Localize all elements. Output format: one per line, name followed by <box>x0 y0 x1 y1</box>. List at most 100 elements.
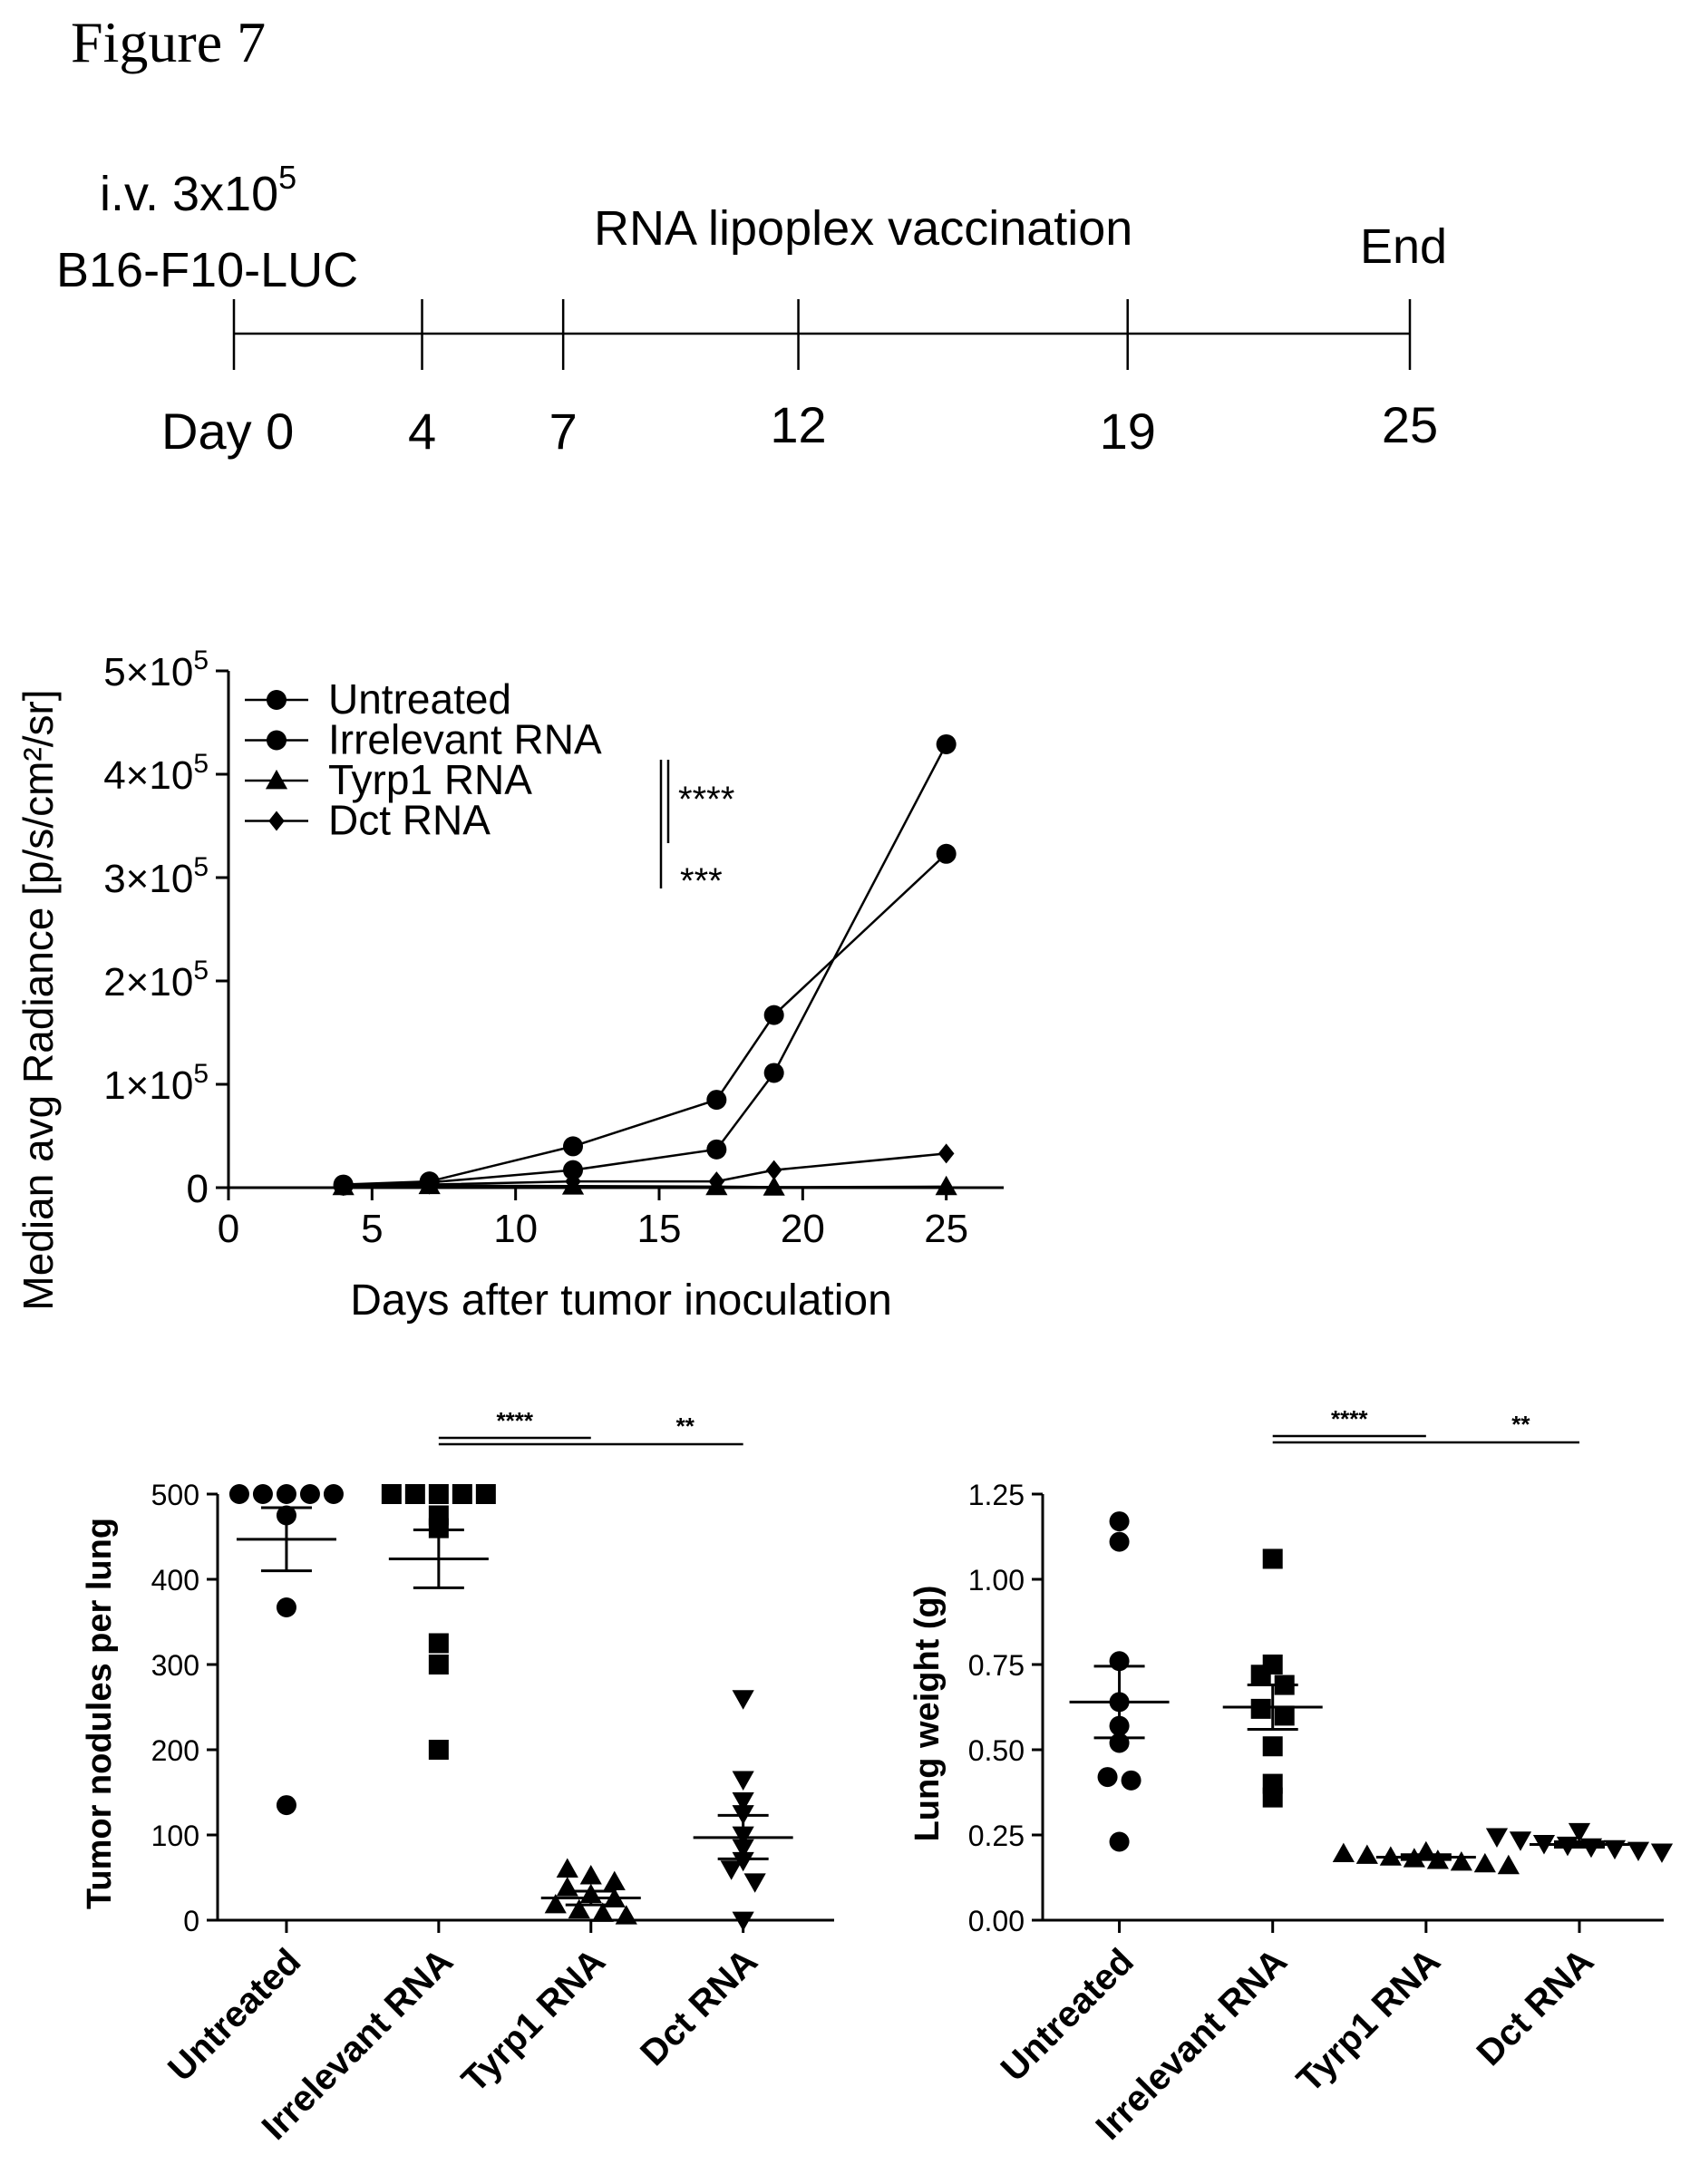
nodules-point-irrelevant-rna <box>404 1484 425 1504</box>
weight-y-tick-label: 0.00 <box>968 1905 1025 1937</box>
nodules-point-dct-rna <box>743 1873 766 1893</box>
data-point-tyrp1-rna <box>763 1176 785 1196</box>
data-point-dct-rna <box>335 1176 352 1197</box>
nodules-point-tyrp1-rna <box>591 1902 614 1922</box>
nodules-y-tick-label: 100 <box>151 1820 199 1852</box>
nodules-point-untreated <box>252 1484 273 1504</box>
radiance-axes: 0 5 10 15 20 25 0 1×105 2×105 3×105 4×105 5×105 <box>103 645 1004 1251</box>
weight-point-dct-rna <box>1568 1822 1591 1843</box>
nodules-point-dct-rna <box>732 1690 754 1710</box>
nodules-point-dct-rna <box>732 1851 754 1872</box>
nodules-point-untreated <box>323 1484 344 1504</box>
data-point-dct-rna <box>937 1143 955 1164</box>
timeline-day-label: 7 <box>549 403 578 460</box>
series-line-untreated <box>343 852 947 1186</box>
weight-point-irrelevant-rna <box>1262 1736 1283 1757</box>
nodules-category-label: Untreated <box>160 1941 308 2089</box>
legend-marker-irrelevant-rna <box>267 730 287 751</box>
nodules-point-tyrp1-rna <box>568 1898 590 1919</box>
radiance-significance: **** *** <box>659 760 734 901</box>
data-point-untreated <box>563 1136 583 1157</box>
timeline-day-label: 12 <box>770 396 826 453</box>
timeline-day-label: 25 <box>1382 396 1438 453</box>
cell-line-label: B16-F10-LUC <box>56 243 358 297</box>
treatment-timeline: i.v. 3x105 B16-F10-LUC RNA lipoplex vacc… <box>56 159 1447 460</box>
radiance-x-tick-label: 0 <box>218 1207 239 1251</box>
weight-point-untreated <box>1109 1531 1130 1552</box>
weight-point-dct-rna <box>1650 1843 1674 1863</box>
nodules-point-irrelevant-rna <box>428 1484 449 1504</box>
weight-point-tyrp1-rna <box>1332 1842 1355 1863</box>
nodules-point-irrelevant-rna <box>428 1740 449 1760</box>
weight-point-untreated <box>1121 1770 1141 1791</box>
weight-y-tick-label: 0.75 <box>968 1649 1025 1682</box>
weight-point-irrelevant-rna <box>1262 1548 1283 1569</box>
nodules-point-tyrp1-rna <box>603 1870 626 1891</box>
nodules-y-tick-label: 300 <box>151 1649 199 1682</box>
nodules-point-irrelevant-rna <box>452 1484 472 1504</box>
nodules-point-dct-rna <box>732 1792 754 1812</box>
nodules-point-irrelevant-rna <box>428 1518 449 1539</box>
data-point-dct-rna <box>565 1171 581 1192</box>
nodules-point-irrelevant-rna <box>428 1633 449 1654</box>
data-point-untreated <box>763 1005 784 1025</box>
data-point-untreated <box>706 1090 727 1111</box>
nodules-point-tyrp1-rna <box>615 1905 637 1925</box>
weight-point-irrelevant-rna <box>1250 1698 1271 1719</box>
nodules-point-untreated <box>276 1597 296 1618</box>
nodules-point-irrelevant-rna <box>381 1484 402 1504</box>
radiance-y-axis-label: Median avg Radiance [p/s/cm²/sr] <box>15 689 62 1310</box>
weight-point-dct-rna <box>1603 1839 1627 1860</box>
data-point-untreated <box>936 843 957 864</box>
lung-weight-significance: **** ** <box>1272 1405 1579 1444</box>
weight-point-dct-rna <box>1509 1831 1532 1851</box>
legend-label-tyrp1-rna: Tyrp1 RNA <box>328 756 532 803</box>
weight-category-label: Dct RNA <box>1470 1941 1602 2073</box>
nodules-category-label: Tyrp1 RNA <box>454 1941 613 2100</box>
nodules-point-tyrp1-rna <box>556 1877 578 1897</box>
weight-point-irrelevant-rna <box>1250 1665 1271 1685</box>
nodules-y-tick-label: 200 <box>151 1734 199 1767</box>
lung-weight-chart: 0.000.250.500.751.001.25UntreatedIrrelev… <box>908 1405 1674 2148</box>
vaccination-label: RNA lipoplex vaccination <box>594 201 1132 256</box>
tumor-nodules-y-axis-label: Tumor nodules per lung <box>81 1518 119 1909</box>
radiance-y-tick-label: 0 <box>187 1167 209 1211</box>
legend-label-untreated: Untreated <box>328 675 511 723</box>
weight-y-tick-label: 0.25 <box>968 1820 1025 1852</box>
radiance-y-tick-label: 2×105 <box>103 956 209 1005</box>
weight-category-label: Untreated <box>994 1941 1141 2089</box>
nodules-y-tick-label: 0 <box>183 1905 199 1937</box>
radiance-x-tick-label: 15 <box>637 1207 682 1251</box>
radiance-x-tick-label: 20 <box>781 1207 825 1251</box>
data-point-irrelevant-rna <box>563 1160 583 1180</box>
weight-y-tick-label: 1.25 <box>968 1479 1025 1511</box>
legend-marker-tyrp1-rna <box>265 769 288 790</box>
radiance-x-tick-label: 5 <box>361 1207 383 1251</box>
figure-label: Figure 7 <box>71 10 266 74</box>
data-point-irrelevant-rna <box>936 733 957 754</box>
nodules-point-untreated <box>228 1484 249 1504</box>
weight-point-untreated <box>1109 1511 1130 1532</box>
weight-sig-label-1: **** <box>1331 1405 1368 1432</box>
weight-point-tyrp1-rna <box>1497 1854 1520 1875</box>
weight-point-untreated <box>1097 1767 1118 1788</box>
data-point-irrelevant-rna <box>763 1063 784 1083</box>
nodules-sig-label-1: **** <box>497 1407 534 1434</box>
lung-weight-points <box>1069 1511 1674 1875</box>
weight-point-tyrp1-rna <box>1473 1852 1496 1873</box>
weight-point-dct-rna <box>1485 1828 1509 1848</box>
nodules-point-untreated <box>276 1484 296 1504</box>
weight-y-tick-label: 1.00 <box>968 1564 1025 1597</box>
nodules-category-label: Dct RNA <box>633 1941 765 2073</box>
data-point-dct-rna <box>708 1171 725 1192</box>
nodules-sig-label-2: ** <box>676 1412 695 1440</box>
weight-point-tyrp1-rna <box>1450 1850 1472 1871</box>
series-line-dct-rna <box>343 1152 947 1188</box>
nodules-y-tick-label: 400 <box>151 1564 199 1597</box>
timeline-ticks: Day 0 4 7 12 19 25 <box>161 299 1438 460</box>
weight-point-irrelevant-rna <box>1274 1705 1295 1726</box>
nodules-point-dct-rna <box>720 1860 743 1880</box>
